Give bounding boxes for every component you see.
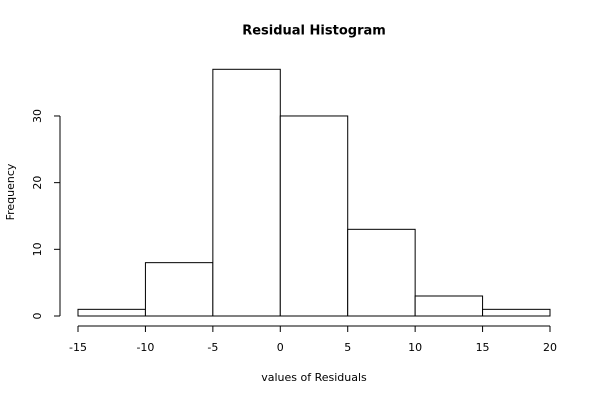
- bar: [279, 115, 349, 317]
- x-tick-label: 5: [344, 341, 351, 354]
- bar: [414, 295, 484, 317]
- y-axis-label: Frequency: [4, 163, 17, 220]
- x-tick-label: 15: [476, 341, 490, 354]
- bar: [144, 262, 214, 317]
- x-tick-label: -15: [69, 341, 87, 354]
- bar: [212, 68, 281, 317]
- y-tick-label: 10: [31, 242, 44, 256]
- x-axis-label: values of Residuals: [261, 371, 367, 384]
- x-tick-label: -10: [136, 341, 154, 354]
- x-tick-label: -5: [207, 341, 218, 354]
- y-tick-label: 20: [31, 176, 44, 190]
- x-tick-label: 0: [277, 341, 284, 354]
- bar: [347, 228, 416, 317]
- x-tick-label: 10: [408, 341, 422, 354]
- x-tick-label: 20: [543, 341, 557, 354]
- bar: [77, 308, 146, 317]
- y-tick-label: 0: [31, 313, 44, 320]
- bar: [482, 308, 551, 317]
- chart-title: Residual Histogram: [242, 24, 386, 39]
- y-tick-label: 30: [31, 109, 44, 123]
